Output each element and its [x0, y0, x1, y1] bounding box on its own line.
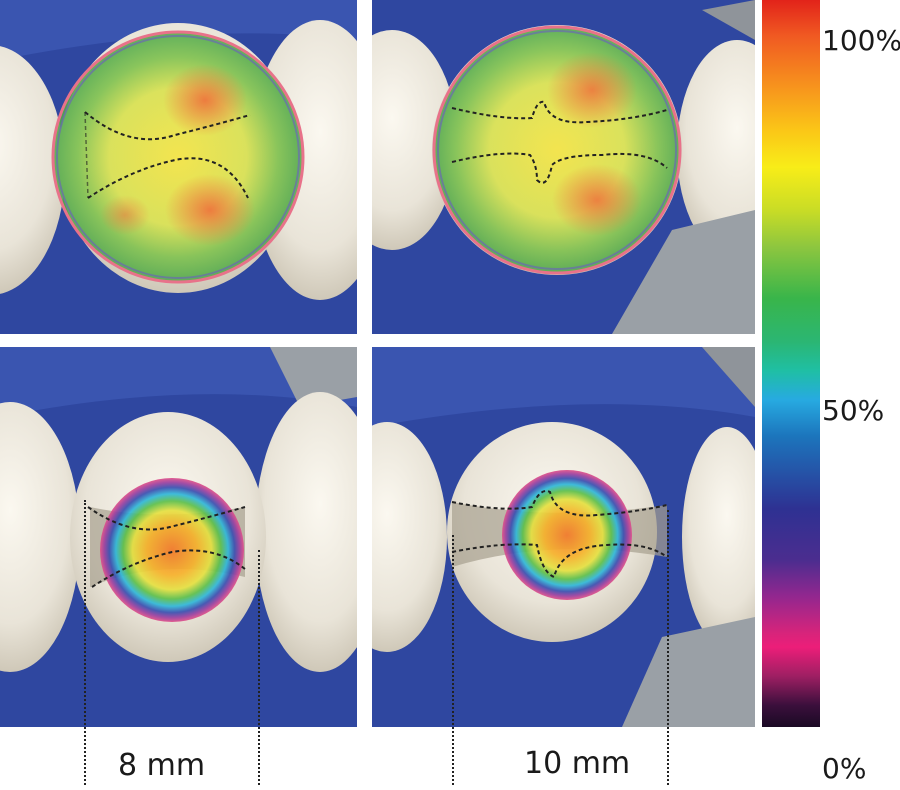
panel-bottom-left: [0, 347, 357, 727]
scale-label-mid: 50%: [822, 394, 885, 427]
measurement-guide-left-a: [84, 500, 86, 785]
color-scale-bar: [762, 0, 820, 727]
measurement-guide-left-b: [258, 550, 260, 785]
scale-label-max: 100%: [822, 24, 900, 57]
panel-top-right: [372, 0, 755, 334]
cavity-outline: [84, 111, 251, 141]
cavity-outline: [451, 490, 668, 517]
heatmap-overlay: [100, 478, 244, 622]
panel-top-left: [0, 0, 357, 334]
tooth-left-neighbor: [0, 46, 65, 294]
cavity-outline: [451, 100, 668, 124]
cavity-outline: [87, 506, 246, 531]
measurement-label-10mm: 10 mm: [524, 746, 631, 781]
heatmap-overlay: [502, 470, 632, 600]
scale-label-min: 0%: [822, 752, 867, 785]
measurement-guide-right-a: [452, 535, 454, 785]
measurement-guide-right-b: [667, 510, 669, 785]
panel-bottom-right: [372, 347, 755, 727]
measurement-label-8mm: 8 mm: [118, 748, 206, 783]
